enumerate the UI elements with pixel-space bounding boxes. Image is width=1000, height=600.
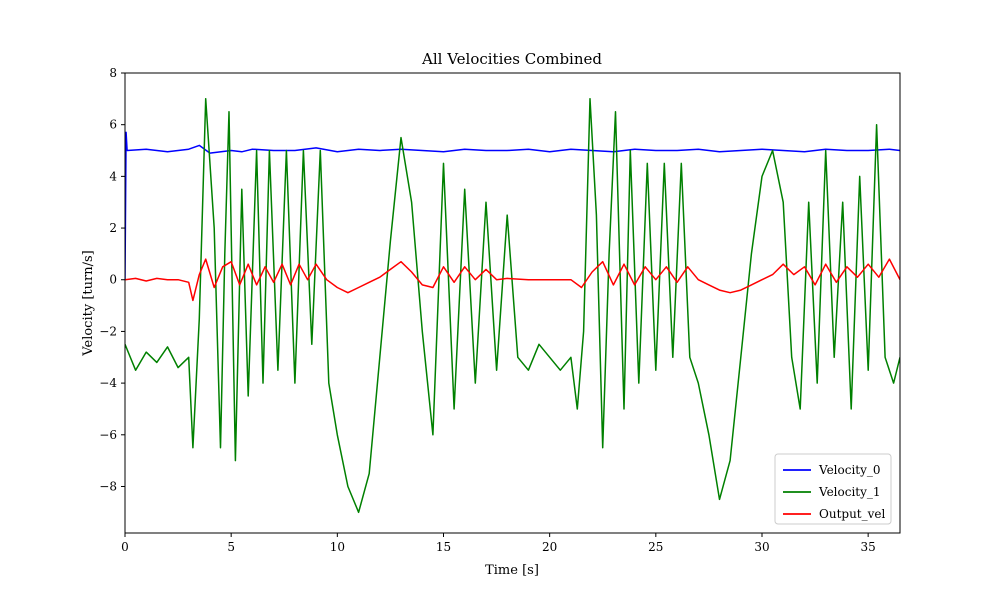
y-axis: −8 −6 −4 −2 0 2 4 6 8 <box>99 66 125 493</box>
series-line-velocity-0 <box>125 131 900 280</box>
legend-label: Output_vel <box>819 507 886 521</box>
series-layer <box>125 98 900 514</box>
x-tick-label: 15 <box>436 540 451 554</box>
x-tick-label: 35 <box>861 540 876 554</box>
series-line-velocity-1 <box>125 98 900 514</box>
x-tick-label: 30 <box>754 540 769 554</box>
y-tick-label: 6 <box>109 118 117 132</box>
legend-box <box>774 453 892 525</box>
series-line-output-vel <box>125 258 900 302</box>
y-tick-label: −8 <box>99 479 117 493</box>
legend-label: Velocity_0 <box>818 463 881 477</box>
y-tick-label: −4 <box>99 376 117 390</box>
y-tick-label: −2 <box>99 324 117 338</box>
y-axis-label: Velocity [turn/s] <box>81 250 96 356</box>
chart-title: All Velocities Combined <box>421 50 602 68</box>
legend: Velocity_0 Velocity_1 Output_vel <box>774 453 892 525</box>
y-tick-label: 0 <box>109 273 117 287</box>
y-tick-label: −6 <box>99 428 117 442</box>
x-tick-label: 25 <box>648 540 663 554</box>
x-tick-label: 10 <box>330 540 345 554</box>
plot-area <box>124 72 901 534</box>
x-axis-label: Time [s] <box>485 563 539 578</box>
y-tick-label: 4 <box>109 169 117 183</box>
plot-frame <box>124 72 901 534</box>
x-tick-label: 0 <box>121 540 129 554</box>
y-tick-label: 8 <box>109 66 117 80</box>
x-axis: 0 5 10 15 20 25 30 35 <box>121 533 876 554</box>
x-tick-label: 20 <box>542 540 557 554</box>
x-tick-label: 5 <box>227 540 235 554</box>
y-tick-label: 2 <box>109 221 117 235</box>
legend-label: Velocity_1 <box>818 485 881 499</box>
